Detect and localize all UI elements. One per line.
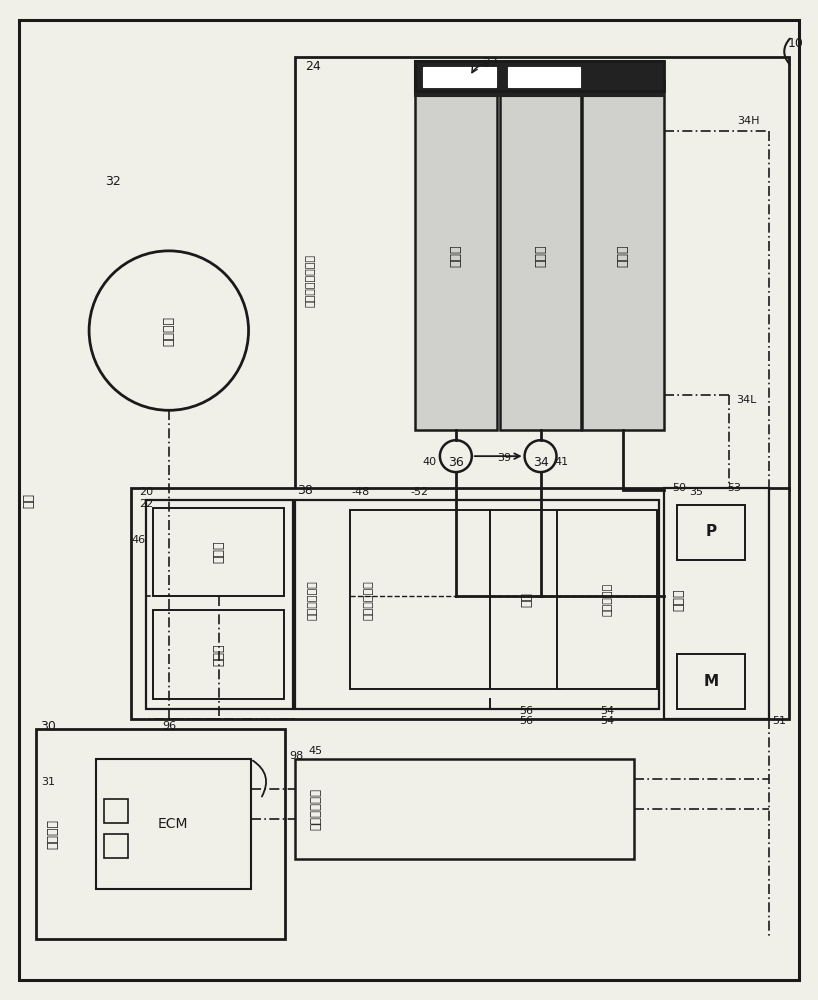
Text: 37: 37 [482, 57, 497, 70]
Bar [415, 61, 664, 91]
Text: ECM: ECM [158, 817, 188, 831]
Text: 变速器: 变速器 [212, 541, 225, 563]
Text: 54: 54 [600, 706, 614, 716]
Text: 40: 40 [423, 457, 437, 467]
Text: 控制器: 控制器 [672, 588, 685, 611]
Text: 38: 38 [298, 484, 313, 497]
Text: 车辆负载: 车辆负载 [162, 316, 175, 346]
Text: 34: 34 [533, 456, 548, 469]
Text: 34H: 34H [738, 116, 760, 126]
Text: 10: 10 [788, 37, 803, 50]
Text: 液压控制系统: 液压控制系统 [308, 580, 317, 620]
Text: 54: 54 [600, 716, 614, 726]
Text: 56: 56 [519, 706, 533, 716]
Text: 51: 51 [771, 716, 786, 726]
Text: 39: 39 [497, 453, 512, 463]
Text: 56: 56 [519, 716, 533, 726]
Text: 辅助液压加压系统: 辅助液压加压系统 [305, 254, 315, 307]
Text: 36: 36 [448, 456, 464, 469]
Bar [500, 81, 582, 430]
Text: 驱动单元: 驱动单元 [47, 819, 60, 849]
Bar [677, 654, 745, 709]
Text: -52: -52 [411, 487, 429, 497]
Text: M: M [703, 674, 718, 689]
Text: 旁通阀: 旁通阀 [534, 245, 547, 267]
Text: 32: 32 [106, 175, 121, 188]
Text: 液压控制回路: 液压控制回路 [363, 580, 373, 620]
Text: 41: 41 [555, 457, 569, 467]
Bar [153, 508, 285, 596]
Text: 34L: 34L [737, 395, 757, 405]
Bar [490, 510, 564, 689]
Text: 22: 22 [139, 499, 153, 509]
Bar [677, 505, 745, 560]
Bar [295, 57, 789, 490]
Text: 53: 53 [727, 483, 741, 493]
Text: 45: 45 [308, 746, 322, 756]
Text: 46: 46 [132, 535, 146, 545]
Bar [96, 759, 250, 889]
Text: -48: -48 [351, 487, 369, 497]
Text: 30: 30 [40, 720, 56, 733]
Bar [36, 729, 285, 939]
Bar [153, 610, 285, 699]
Bar [350, 510, 490, 689]
Text: 96: 96 [162, 721, 176, 731]
Bar [104, 834, 128, 858]
Text: 齿轮系: 齿轮系 [212, 643, 225, 666]
Bar [295, 500, 659, 709]
Text: 98: 98 [290, 751, 303, 761]
Text: 止回阀: 止回阀 [449, 245, 462, 267]
Bar [146, 500, 294, 709]
Bar [131, 488, 789, 719]
Bar [664, 488, 769, 719]
Bar [415, 61, 664, 96]
Text: 车辆: 车辆 [23, 493, 36, 508]
Text: 辅助泵: 辅助泵 [617, 245, 630, 267]
Bar [558, 510, 657, 689]
Text: 35: 35 [689, 487, 703, 497]
Text: 24: 24 [305, 60, 321, 73]
Text: 能量存储单元: 能量存储单元 [310, 788, 323, 830]
Text: 主泵: 主泵 [520, 592, 533, 607]
Text: 液压贮存器: 液压贮存器 [602, 583, 613, 616]
Text: P: P [705, 524, 717, 539]
Text: 20: 20 [139, 487, 153, 497]
Bar [415, 81, 497, 430]
Bar [508, 67, 581, 87]
Bar [104, 799, 128, 823]
Text: 50: 50 [672, 483, 686, 493]
Bar [582, 81, 664, 430]
Bar [423, 67, 496, 87]
Bar [295, 759, 634, 859]
Text: 31: 31 [41, 777, 56, 787]
